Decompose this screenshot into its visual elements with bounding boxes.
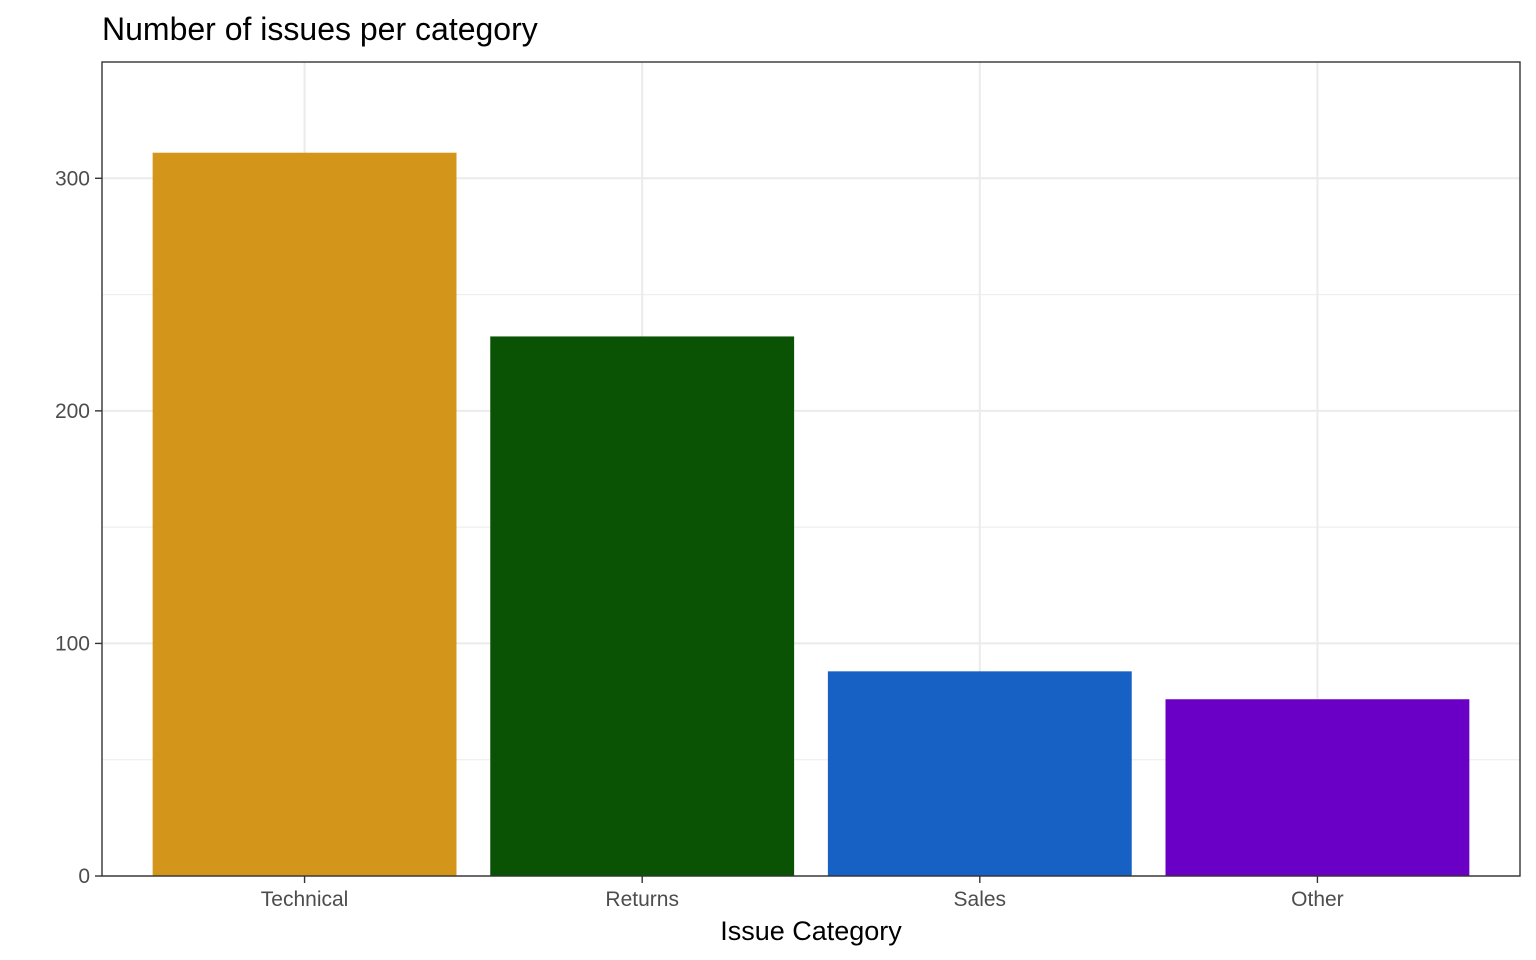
axes: 0 100 200 300 Technical Returns Sales Other <box>55 167 1344 911</box>
chart-title: Number of issues per category <box>102 11 538 47</box>
bar-other <box>1165 699 1470 876</box>
x-tick-label: Other <box>1291 888 1344 911</box>
bar-sales <box>827 671 1132 876</box>
y-tick-label: 100 <box>55 632 90 655</box>
x-tick-label: Technical <box>261 888 349 911</box>
bars <box>152 152 1470 876</box>
y-tick-label: 200 <box>55 400 90 423</box>
bar-technical <box>152 152 457 876</box>
x-axis-title: Issue Category <box>720 916 902 946</box>
plot-panel-border <box>101 61 1521 877</box>
y-tick-label: 0 <box>78 865 90 888</box>
y-tick-label: 300 <box>55 167 90 190</box>
x-tick-label: Sales <box>954 888 1007 911</box>
bar-returns <box>490 336 795 876</box>
x-tick-label: Returns <box>605 888 679 911</box>
